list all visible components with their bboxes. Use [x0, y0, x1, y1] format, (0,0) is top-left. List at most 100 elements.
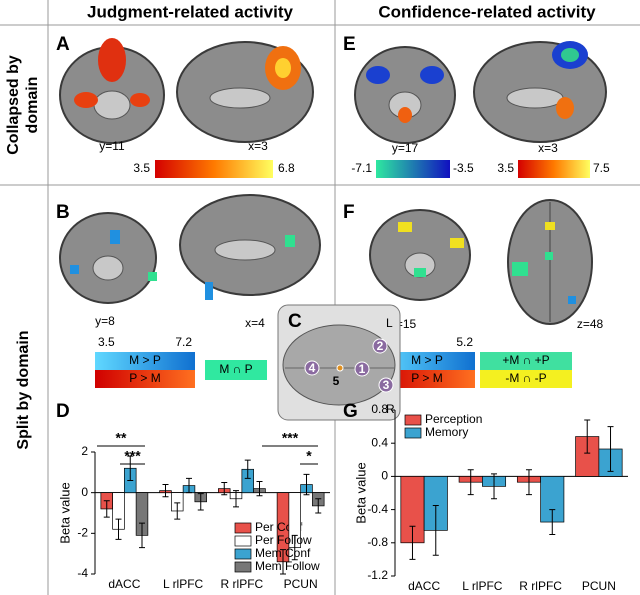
colorbar-label: 3.5 [133, 161, 150, 175]
error-bar [315, 498, 322, 514]
x-tick-label: dACC [408, 579, 440, 593]
error-bar [186, 477, 192, 494]
legend-label: M > P [411, 353, 443, 367]
legend-swatch [234, 548, 252, 560]
scale-label: 7.2 [175, 335, 192, 349]
colorbar-label: 7.5 [593, 161, 610, 175]
error-bar [115, 518, 122, 540]
legend-label: +M ∩ +P [502, 353, 549, 367]
x-tick-label: R rlPFC [519, 579, 562, 593]
slice-coordinate: z=48 [577, 317, 604, 331]
slice-coordinate: x=3 [538, 141, 558, 155]
legend-swatch [480, 352, 572, 370]
region-label: 2 [377, 339, 384, 353]
error-bar [139, 522, 145, 549]
brain-image [369, 199, 593, 325]
error-bar [221, 482, 228, 496]
error-bar [467, 469, 474, 496]
region-marker [304, 338, 394, 393]
y-tick-label: -0.8 [367, 535, 388, 549]
legend-swatch [95, 352, 195, 370]
x-tick-label: PCUN [284, 577, 318, 591]
column-header: Confidence-related activity [378, 2, 596, 21]
legend-swatch [480, 370, 572, 388]
panel-letter: F [343, 202, 355, 223]
x-tick-label: R rlPFC [221, 577, 264, 591]
error-bar [491, 473, 498, 500]
colorbar [518, 160, 590, 178]
legend-label: M > P [129, 353, 161, 367]
legend-swatch [380, 352, 475, 370]
legend-swatch [404, 414, 422, 426]
error-bar [409, 525, 416, 560]
colorbar-label: -7.1 [351, 161, 372, 175]
region-label: 5 [333, 374, 340, 388]
colorbar-label: -3.5 [453, 161, 474, 175]
scale-label: 5.2 [456, 335, 473, 349]
y-tick-label: 0 [81, 485, 88, 499]
slice-coordinate: y=8 [95, 314, 115, 328]
colorbar [155, 160, 273, 178]
legend-label: M ∩ P [219, 362, 252, 376]
legend-label: Perception [425, 412, 482, 426]
row-label: Collapsed by [5, 55, 22, 155]
y-tick-label: -1.2 [367, 568, 388, 582]
legend-label: Mem Conf [255, 546, 311, 560]
error-bar [174, 502, 181, 520]
region-labels: 1 2 3 4 5 [309, 339, 390, 392]
y-tick-label: 2 [81, 444, 88, 458]
error-bar [256, 480, 263, 497]
colorbar-label: 6.8 [278, 161, 295, 175]
legend-label: Per Follow [255, 533, 312, 547]
error-bar [233, 490, 239, 508]
x-tick-label: PCUN [582, 579, 616, 593]
region-label: 3 [383, 378, 390, 392]
colorbar-label: 3.5 [497, 161, 514, 175]
y-tick-label: 0.8 [371, 402, 388, 416]
legend-label: Memory [425, 425, 468, 439]
panel-letter: D [56, 401, 70, 422]
significance-label: ** [116, 430, 127, 446]
error-bar [244, 459, 251, 479]
significance-label: *** [124, 448, 141, 464]
legend-swatch [234, 522, 252, 534]
error-bar [584, 419, 591, 454]
legend-swatch [380, 370, 475, 388]
region-label: 4 [309, 361, 316, 375]
error-bar [127, 455, 134, 481]
error-bar [103, 500, 110, 518]
legend-swatch [95, 370, 195, 388]
significance-label: * [306, 448, 312, 464]
significance-label: *** [282, 430, 299, 446]
colorbar [376, 160, 450, 178]
brain-image [354, 41, 607, 144]
legend-swatch [404, 427, 422, 439]
y-tick-label: 0.4 [371, 435, 388, 449]
x-tick-label: dACC [108, 577, 140, 591]
error-bar [303, 473, 310, 496]
y-tick-label: -2 [77, 526, 88, 540]
scale-label: 3.5 [98, 335, 115, 349]
panel-letter: A [56, 34, 70, 55]
row-label: domain [24, 77, 41, 134]
error-bar [432, 504, 439, 556]
y-axis-label: Beta value [353, 462, 368, 523]
legend-swatch [234, 561, 252, 573]
error-bar [525, 469, 532, 496]
y-tick-label: 0 [381, 469, 388, 483]
panel-letter: B [56, 202, 70, 223]
side-label: R [386, 402, 395, 416]
error-bar [162, 484, 169, 498]
brain-image [59, 38, 314, 144]
slice-coordinate: y=11 [99, 139, 125, 153]
error-bar [280, 549, 286, 575]
panel-letter: E [343, 34, 356, 55]
region-label: 1 [359, 362, 366, 376]
slice-coordinate: x=4 [245, 316, 265, 330]
error-bar [607, 426, 614, 472]
legend-swatch [234, 535, 252, 547]
slice-coordinate: y=17 [392, 141, 419, 155]
error-bar [197, 493, 204, 511]
